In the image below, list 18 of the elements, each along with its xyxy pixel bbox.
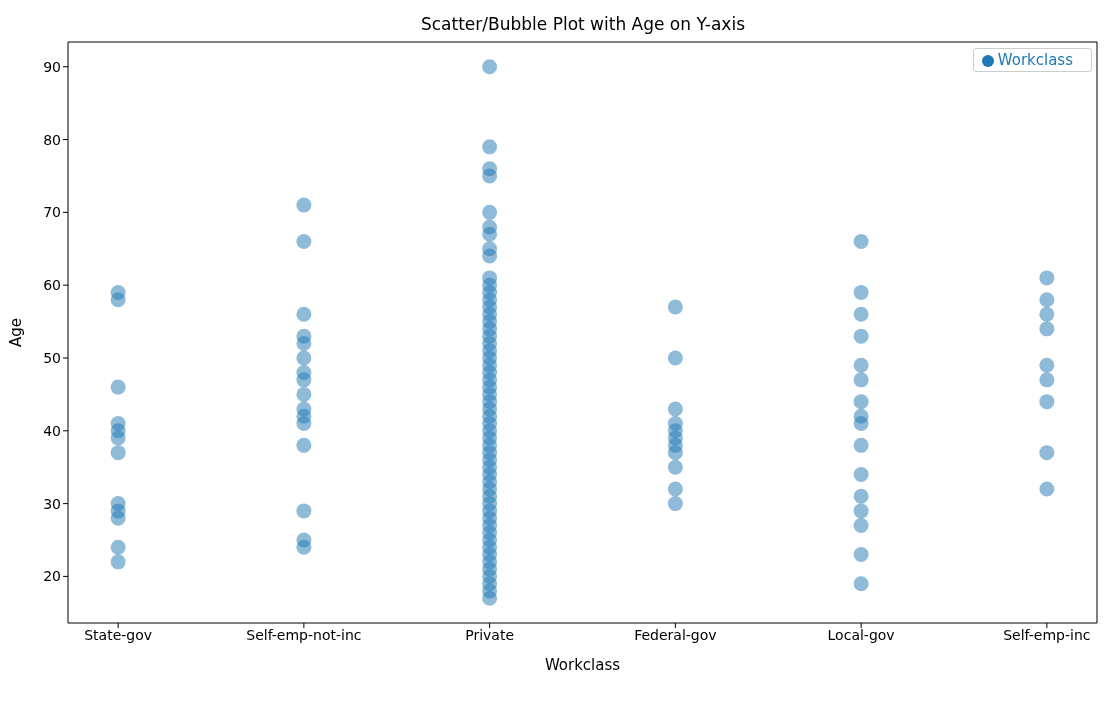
- x-tick-label: Federal-gov: [634, 626, 717, 643]
- x-tick-label: Private: [465, 626, 515, 643]
- x-tick-label: Self-emp-not-inc: [246, 626, 362, 643]
- y-tick-label: 60: [43, 277, 61, 294]
- y-tick-label: 20: [43, 568, 61, 585]
- y-tick-label: 80: [43, 131, 61, 148]
- y-tick-label: 40: [43, 422, 61, 439]
- x-tick-label: Local-gov: [827, 626, 895, 643]
- x-tick-label: Self-emp-inc: [1003, 626, 1091, 643]
- y-tick-label: 30: [43, 495, 61, 512]
- legend-label: Workclass: [997, 51, 1073, 69]
- y-tick-label: 50: [43, 349, 61, 366]
- x-axis-title: Workclass: [544, 656, 621, 674]
- y-tick-label: 70: [43, 204, 61, 221]
- y-tick-label: 90: [43, 58, 61, 75]
- y-axis-title: Age: [7, 317, 26, 348]
- x-tick-label: State-gov: [84, 626, 153, 643]
- chart-title: Scatter/Bubble Plot with Age on Y-axis: [420, 14, 746, 34]
